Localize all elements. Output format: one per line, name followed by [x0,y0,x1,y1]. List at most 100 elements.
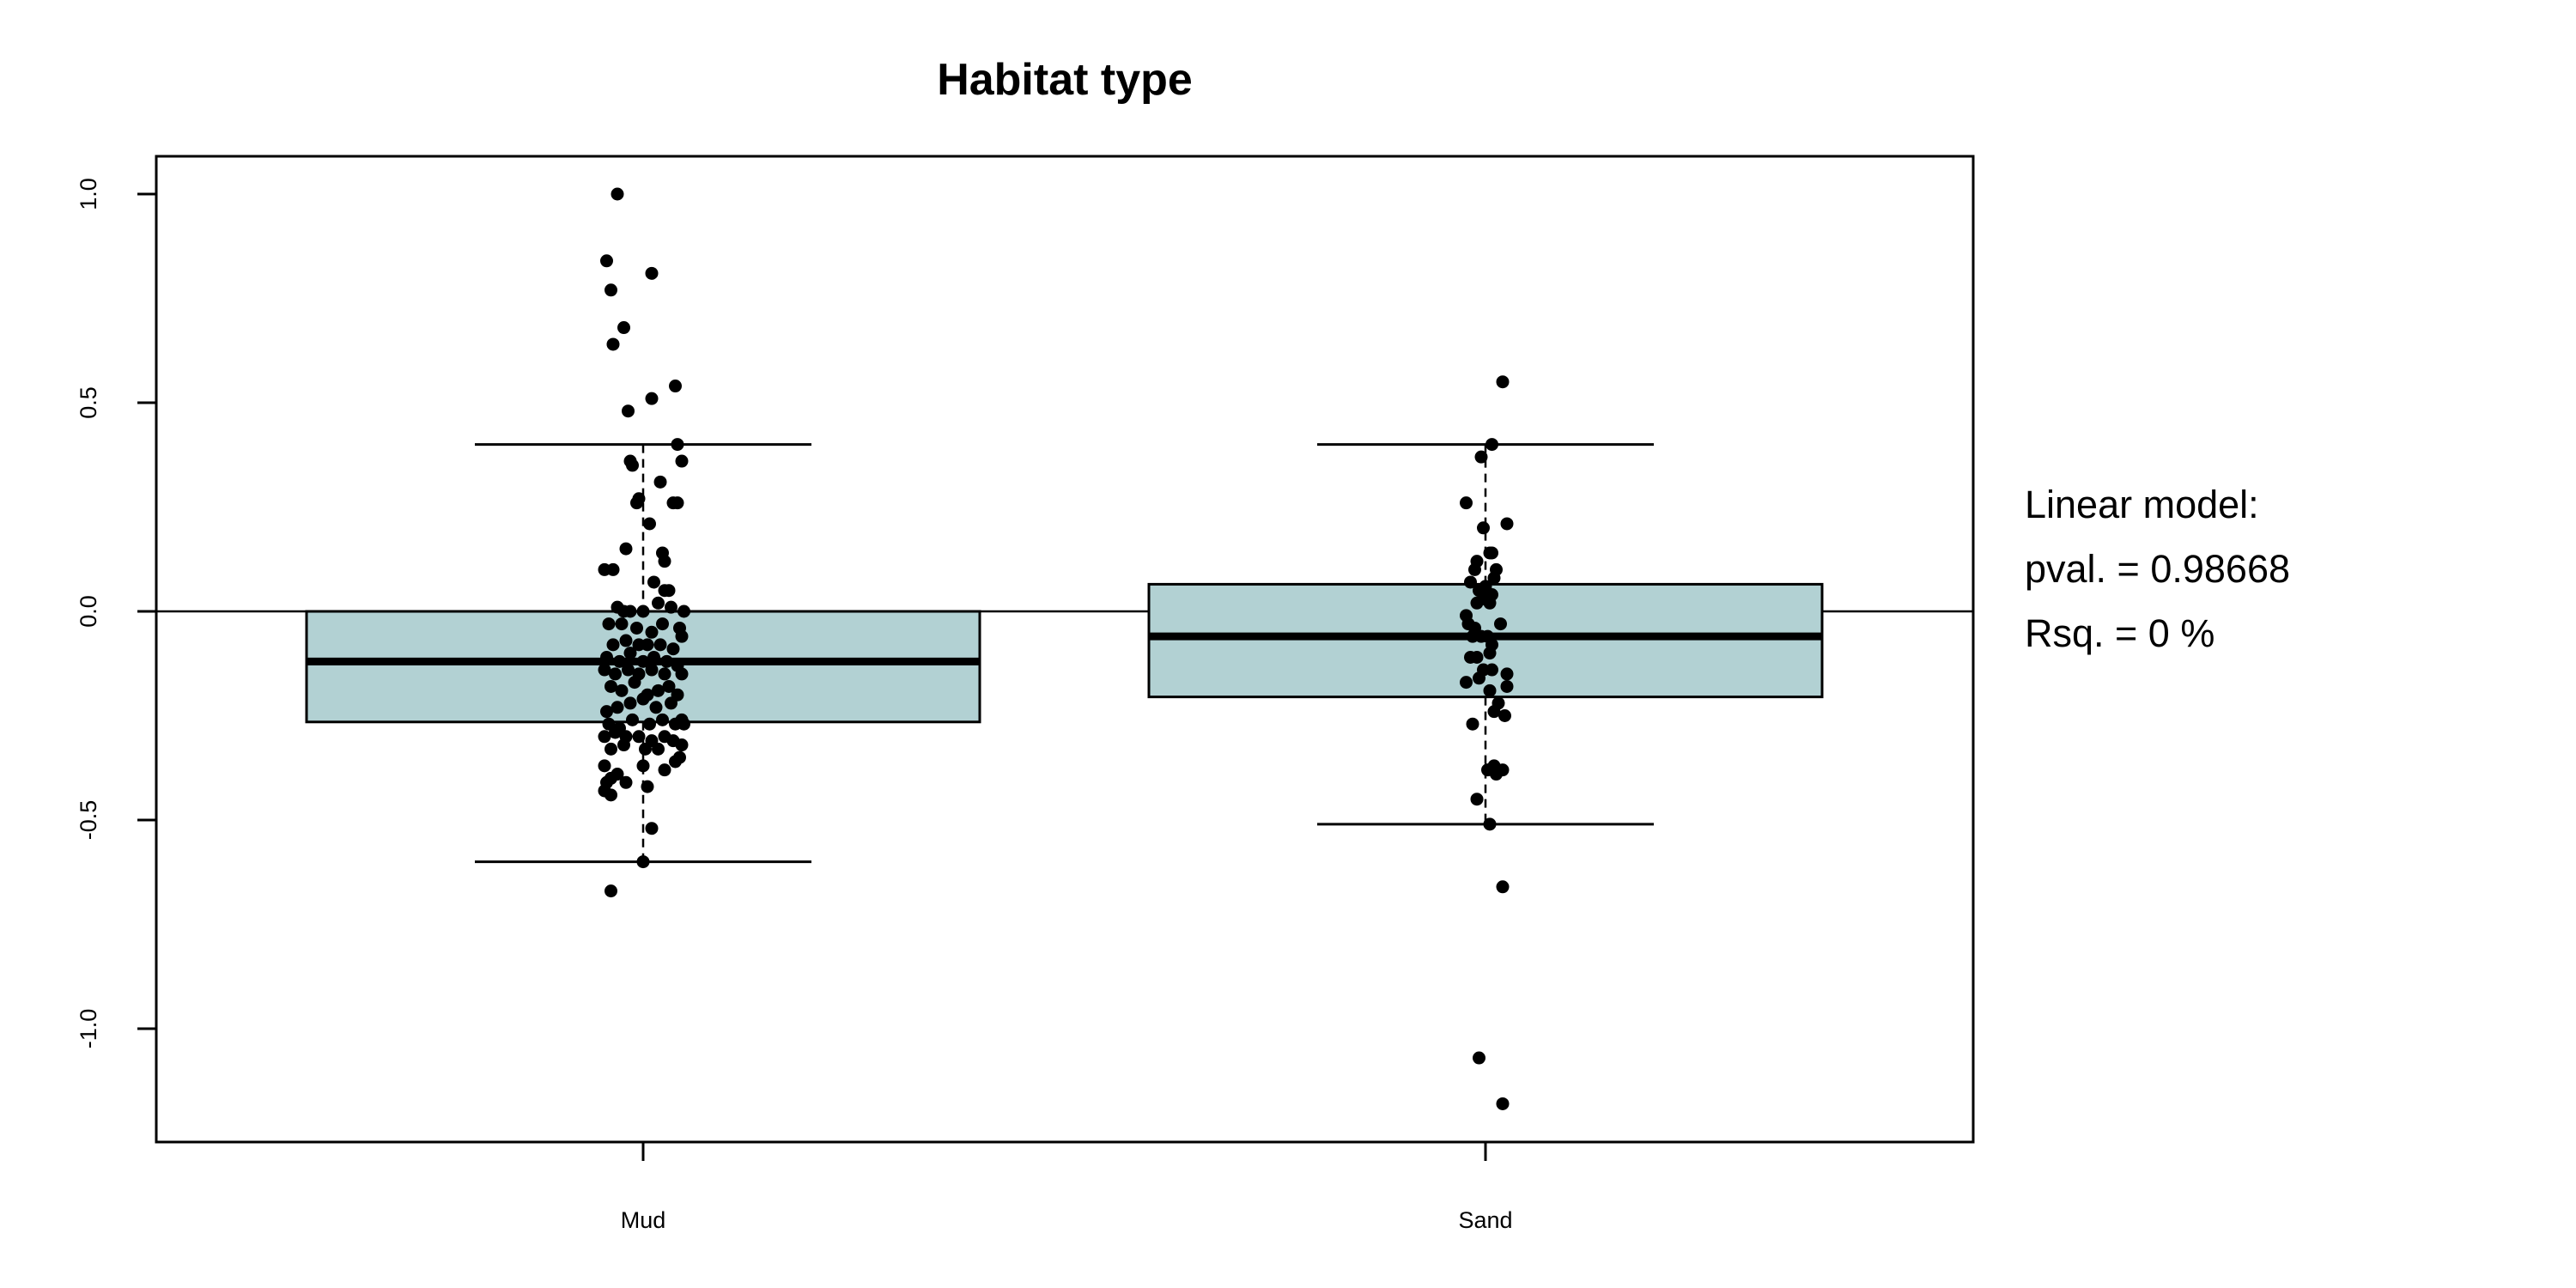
mud-data-point [649,701,663,714]
mud-data-point [626,713,639,726]
mud-data-point [677,605,690,618]
sand-data-point [1474,450,1488,464]
y-tick-label: 1.0 [76,178,101,210]
mud-data-point [602,617,616,631]
mud-data-point [656,617,669,631]
mud-data-point [645,266,659,280]
mud-data-point [658,555,671,568]
sand-data-point [1466,717,1479,731]
mud-data-point [658,667,671,681]
mud-data-point [623,696,637,710]
mud-data-point [605,679,617,693]
mud-data-point [671,496,684,510]
plot-area: -1.0 -0.5 0.0 0.5 1.0 Mud Sand [76,155,1975,1233]
mud-data-point [669,755,682,769]
mud-data-point [605,742,617,756]
mud-data-point [645,392,659,405]
mud-data-point [675,738,689,752]
mud-data-point [605,788,617,802]
mud-data-point [609,667,622,681]
sand-data-point [1500,667,1514,681]
mud-data-point [675,629,689,643]
mud-data-point [605,771,617,785]
sand-data-point [1483,683,1497,697]
sand-data-point [1470,793,1484,806]
sand-data-point [1464,650,1477,664]
mud-data-point [656,713,669,726]
mud-data-point [617,738,630,752]
mud-data-point [598,663,611,677]
mud-data-point [606,638,620,652]
mud-data-point [669,380,682,393]
mud-data-point [611,701,624,714]
x-tick-label-mud: Mud [621,1207,666,1233]
mud-data-point [600,650,613,664]
sand-data-point [1468,562,1481,576]
rsq-text: Rsq. = 0 % [2025,611,2215,655]
mud-data-point [658,763,671,777]
mud-data-point [615,683,629,697]
mud-data-point [630,621,643,635]
mud-data-point [636,692,650,706]
sand-data-point [1496,763,1510,777]
sand-data-point [1470,596,1484,610]
mud-data-point [611,187,624,201]
mud-data-point [628,676,641,690]
mud-data-point [605,884,617,898]
mud-data-point [619,775,633,789]
sand-data-point [1460,496,1473,510]
mud-data-point [643,717,656,731]
mud-data-point [639,742,652,756]
mud-data-point [653,475,667,489]
sand-data-point [1483,647,1497,660]
y-tick-label: -0.5 [76,800,101,841]
sand-data-point [1460,676,1473,690]
mud-data-point [619,634,633,647]
mud-data-point [641,638,654,652]
sand-data-point [1496,880,1510,894]
sand-data-point [1496,1097,1510,1110]
pval-text: pval. = 0.98668 [2025,547,2290,591]
sand-data-point [1473,1051,1485,1065]
plot-frame [155,155,1975,1144]
sand-data-point [1487,571,1501,585]
mud-data-point [632,730,646,744]
mud-data-point [622,404,635,418]
sand-data-point [1483,817,1497,831]
mud-data-point [600,705,613,719]
mud-data-point [652,683,665,697]
mud-data-point [598,759,611,773]
mud-data-point [665,600,677,614]
sand-data-point [1483,596,1497,610]
chart-title: Habitat type [937,55,1193,105]
mud-data-point [666,642,680,656]
mud-data-point [636,654,650,668]
mud-data-point [647,650,660,664]
mud-data-point [675,667,689,681]
mud-data-point [662,679,676,693]
sand-data-point [1473,671,1485,685]
sand-data-point [1485,663,1498,677]
x-tick-label-sand: Sand [1458,1207,1512,1233]
mud-data-point [609,726,622,739]
mud-data-point [662,584,676,598]
mud-data-point [606,337,620,351]
mud-data-point [645,663,659,677]
mud-data-point [598,730,611,744]
mud-data-point [623,647,637,660]
y-tick-label: 0.0 [76,595,101,628]
sand-data-point [1485,438,1498,452]
mud-data-point [600,254,613,268]
sand-data-point [1500,517,1514,531]
mud-data-point [665,696,677,710]
mud-data-point [606,562,620,576]
sand-data-point [1494,617,1507,631]
mud-data-point [636,605,650,618]
mud-data-point [613,654,626,668]
mud-data-point [660,654,673,668]
mud-data-point [653,638,667,652]
mud-data-point [652,742,665,756]
sand-data-point [1498,709,1511,722]
mud-data-point [652,596,665,610]
sand-data-point [1485,546,1498,560]
